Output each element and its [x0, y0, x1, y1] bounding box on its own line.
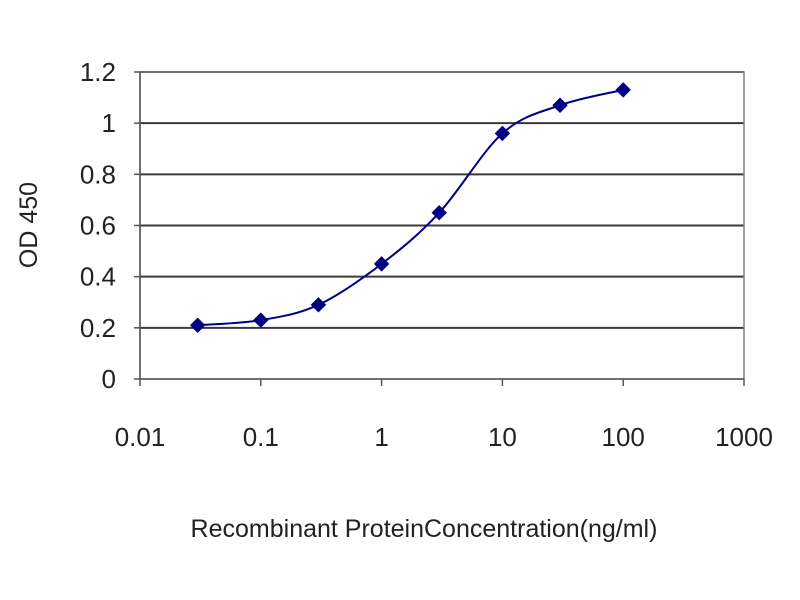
series-line-0	[197, 88, 624, 327]
y-tick-label-1: 0.2	[80, 313, 116, 343]
data-point-0-7	[615, 82, 631, 98]
data-point-0-6	[552, 97, 568, 113]
data-point-0-0	[189, 317, 206, 333]
y-tick-label-3: 0.6	[80, 211, 116, 241]
x-axis-title: Recombinant ProteinConcentration(ng/ml)	[191, 515, 658, 543]
y-tick-labels: 0 0.2 0.4 0.6 0.8 1 1.2	[80, 57, 116, 394]
series-layer	[189, 82, 631, 333]
x-tick-label-0: 0.01	[115, 422, 166, 452]
y-tick-label-6: 1.2	[80, 57, 116, 87]
axes	[134, 71, 745, 386]
x-tick-label-4: 100	[602, 422, 645, 452]
x-tick-label-1: 0.1	[243, 422, 279, 452]
y-tick-label-5: 1	[102, 108, 116, 138]
y-axis-title: OD 450	[15, 182, 43, 268]
x-tick-labels: 0.01 0.1 1 10 100 1000	[115, 422, 773, 452]
gridlines	[140, 71, 744, 329]
x-tick-label-2: 1	[374, 422, 388, 452]
x-tick-label-3: 10	[488, 422, 517, 452]
y-tick-label-2: 0.4	[80, 262, 116, 292]
data-point-0-1	[253, 312, 269, 328]
y-tick-label-4: 0.8	[80, 159, 116, 189]
data-point-0-4	[431, 205, 447, 221]
x-tick-label-5: 1000	[715, 422, 773, 452]
data-point-0-2	[310, 297, 327, 313]
data-point-0-3	[373, 256, 390, 272]
data-point-0-5	[494, 125, 511, 142]
y-tick-label-0: 0	[102, 364, 116, 394]
